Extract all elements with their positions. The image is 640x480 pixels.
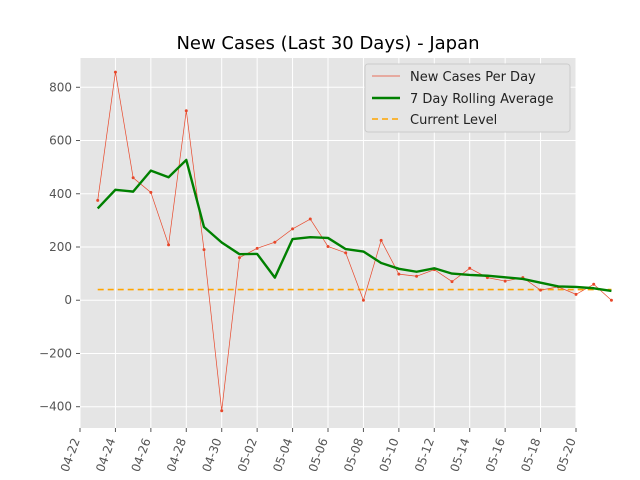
point-new-cases [149, 190, 153, 194]
y-tick-label: 800 [49, 80, 72, 94]
point-new-cases [131, 176, 135, 180]
point-new-cases [220, 409, 224, 413]
y-tick-label: −200 [39, 346, 72, 360]
point-new-cases [379, 238, 383, 242]
y-tick-label: 200 [49, 240, 72, 254]
chart-title: New Cases (Last 30 Days) - Japan [176, 33, 479, 54]
point-new-cases [450, 280, 454, 284]
y-tick-label: 600 [49, 134, 72, 148]
point-new-cases [184, 109, 188, 113]
series-layer [96, 70, 613, 413]
legend-label-rolling-average: 7 Day Rolling Average [410, 92, 553, 107]
legend-label-new-cases: New Cases Per Day [410, 70, 536, 85]
point-new-cases [291, 227, 295, 231]
point-new-cases [574, 292, 578, 296]
point-new-cases [96, 198, 100, 202]
legend-box [364, 63, 571, 133]
point-new-cases [592, 282, 596, 286]
point-new-cases [539, 288, 543, 292]
point-new-cases [361, 298, 365, 302]
point-new-cases [397, 272, 401, 276]
y-tick-label: −400 [39, 400, 72, 414]
point-new-cases [468, 266, 472, 270]
point-new-cases [308, 217, 312, 221]
legend: New Cases Per Day 7 Day Rolling Average … [364, 63, 571, 133]
point-new-cases [167, 243, 171, 247]
series-line-rolling-average [96, 158, 612, 293]
point-new-cases [113, 70, 117, 74]
point-new-cases [202, 248, 206, 252]
point-new-cases [237, 256, 241, 260]
point-new-cases [326, 244, 330, 248]
point-new-cases [609, 298, 613, 302]
y-tick-label: 0 [64, 293, 72, 307]
y-tick-label: 400 [49, 187, 72, 201]
point-new-cases [255, 246, 259, 250]
point-new-cases [503, 279, 507, 283]
point-new-cases [344, 251, 348, 255]
point-new-cases [273, 240, 277, 244]
legend-label-current-level: Current Level [410, 113, 497, 128]
point-new-cases [415, 274, 419, 278]
